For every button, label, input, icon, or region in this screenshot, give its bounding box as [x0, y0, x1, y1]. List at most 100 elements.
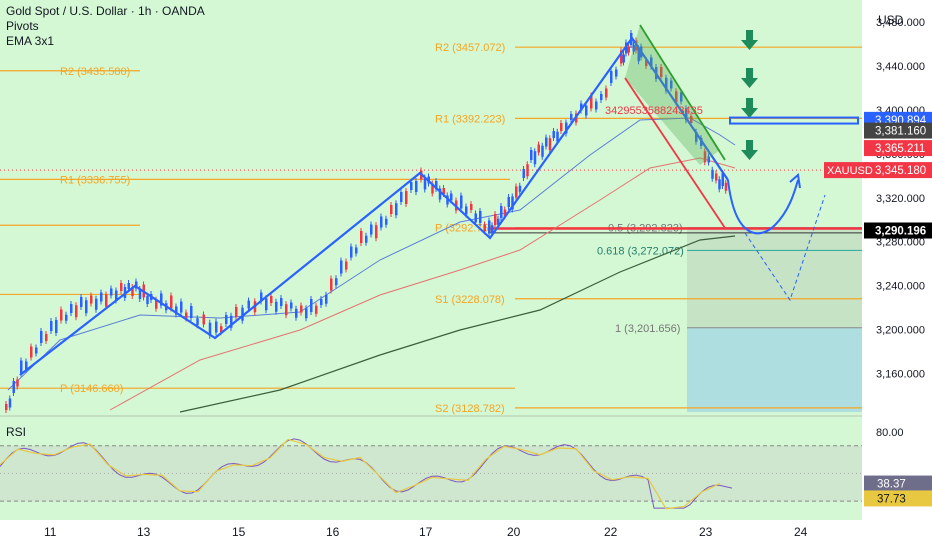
candle	[552, 131, 555, 138]
candle	[225, 315, 228, 324]
candle	[580, 103, 583, 111]
channel-annotation: 3429553588243435	[605, 105, 703, 117]
candle	[600, 94, 603, 100]
candle	[530, 150, 533, 160]
candle	[479, 211, 482, 223]
candle	[548, 138, 552, 151]
ema-red-line	[109, 157, 736, 411]
green-down-arrow	[741, 30, 758, 50]
candle	[632, 44, 635, 52]
candle	[85, 300, 88, 314]
y-tick-label: 3,440.000	[876, 61, 925, 73]
candle	[541, 145, 544, 157]
candle	[515, 186, 518, 198]
candle	[680, 92, 683, 102]
candle	[8, 398, 12, 408]
candle	[625, 42, 628, 54]
candle	[590, 95, 593, 109]
candle	[115, 290, 118, 301]
candle	[507, 197, 510, 207]
ema-indicator-label[interactable]: EMA 3x1	[6, 34, 55, 48]
candle	[670, 80, 673, 89]
channel-fill	[625, 25, 720, 165]
candle	[380, 216, 383, 228]
candle	[721, 173, 724, 186]
candle	[55, 320, 58, 333]
candle	[533, 151, 537, 165]
candle	[320, 299, 323, 305]
candle	[335, 278, 338, 286]
pivot-label-left: P (3146.660)	[60, 383, 123, 395]
candle	[645, 60, 648, 66]
x-tick-label: 22	[604, 525, 618, 539]
candle	[365, 235, 368, 243]
candle	[511, 196, 514, 210]
candle	[100, 292, 103, 302]
candle	[285, 304, 288, 316]
candle	[518, 185, 522, 192]
candle	[470, 204, 473, 210]
candle	[16, 379, 19, 387]
candle	[235, 307, 238, 317]
candle	[180, 301, 183, 313]
candle	[565, 122, 568, 134]
y-tick-label: 3,240.000	[876, 281, 925, 293]
price-tag-label: 3,381.160	[875, 126, 926, 138]
candle	[675, 91, 678, 103]
candle	[5, 404, 8, 410]
candle	[20, 360, 23, 374]
candle	[431, 183, 434, 194]
candle	[711, 169, 714, 179]
candle	[215, 321, 218, 333]
candle	[35, 347, 38, 354]
candle	[400, 192, 403, 202]
candle	[120, 283, 123, 291]
candle	[405, 191, 408, 204]
candle	[610, 71, 613, 83]
rsi-label[interactable]: RSI	[6, 425, 27, 439]
symbol-title: Gold Spot / U.S. Dollar · 1h · OANDA	[6, 4, 205, 18]
projection-dashed	[744, 194, 826, 302]
candle	[80, 297, 83, 307]
candle	[585, 105, 588, 116]
candle	[622, 54, 625, 63]
candle	[465, 206, 468, 215]
candle	[230, 315, 233, 328]
candle	[260, 292, 263, 302]
candle	[627, 46, 630, 53]
y-tick-label: 3,160.000	[876, 369, 925, 381]
candle	[491, 225, 494, 234]
candle	[685, 108, 688, 121]
currency-label[interactable]: USD	[878, 13, 904, 27]
pivots-indicator-label[interactable]: Pivots	[6, 19, 39, 33]
candle	[305, 308, 308, 319]
candle	[190, 306, 193, 318]
candle	[300, 305, 303, 313]
green-down-arrow	[741, 98, 758, 118]
candle	[615, 69, 618, 77]
candle	[170, 295, 173, 309]
candle	[131, 287, 134, 296]
candle	[95, 298, 98, 310]
candle	[325, 294, 328, 304]
time-axis-panel	[0, 520, 932, 550]
candle	[488, 220, 491, 234]
rsi-tick-label: 80.00	[876, 427, 904, 439]
channel-lower	[624, 77, 726, 229]
price-tag-bg	[864, 122, 932, 139]
y-tick-label: 3,280.000	[876, 237, 925, 249]
x-tick-label: 24	[794, 525, 808, 539]
candle	[560, 123, 563, 131]
candle	[390, 205, 393, 214]
y-tick-label: 3,480.000	[876, 17, 925, 29]
pivot-label-right: S2 (3128.782)	[435, 403, 505, 415]
candle	[650, 57, 653, 67]
green-down-arrow	[741, 140, 758, 160]
pivot-label-right: R1 (3392.223)	[435, 113, 505, 125]
candle	[155, 299, 158, 309]
candle	[30, 346, 33, 358]
candle	[185, 312, 188, 319]
candle	[310, 299, 313, 312]
channel-upper	[639, 24, 726, 161]
